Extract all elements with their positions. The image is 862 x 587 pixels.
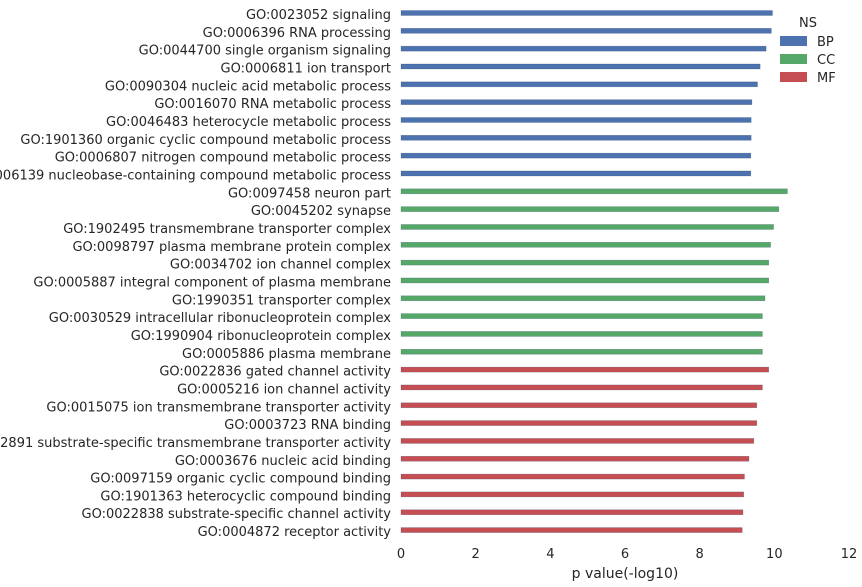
y-tick-label: GO:0022836 gated channel activity [159, 365, 391, 380]
bar [400, 206, 780, 212]
bar [400, 135, 752, 141]
y-tick-labels: GO:0023052 signaling GO:0006396 RNA proce… [0, 8, 391, 540]
y-tick-label: GO:0022838 substrate-specific channel ac… [82, 507, 392, 522]
y-tick-label: GO:0005886 plasma membrane [182, 347, 391, 362]
x-tick-label: 4 [546, 547, 554, 562]
y-tick-label: GO:0006811 ion transport [221, 61, 392, 76]
bar [400, 259, 770, 266]
x-tick-label: 2 [472, 547, 480, 562]
x-axis-label: p value(-log10) [572, 566, 679, 582]
bar [400, 348, 763, 355]
bar [400, 241, 771, 248]
y-tick-label: GO:0023052 signaling [246, 8, 391, 23]
bar [400, 99, 753, 105]
legend: NS BP CC MF [780, 16, 836, 86]
y-tick-label: GO:0006396 RNA processing [203, 26, 391, 41]
y-tick-label: GO:0005216 ion channel activity [177, 382, 391, 397]
bar [400, 527, 743, 533]
legend-title: NS [799, 16, 817, 31]
y-tick-label: GO:0098797 plasma membrane protein compl… [72, 240, 391, 255]
bar [400, 45, 767, 52]
bar [400, 331, 763, 337]
x-tick-label: 0 [397, 547, 405, 562]
bar [400, 152, 752, 159]
y-tick-label: GO:0004872 receptor activity [198, 525, 392, 540]
y-tick-label: GO:0006807 nitrogen compound metabolic p… [55, 151, 392, 166]
y-tick-label: GO:1990904 ribonucleoprotein complex [131, 329, 392, 344]
bar [400, 28, 772, 34]
legend-swatch [780, 72, 807, 82]
x-tick-label: 12 [841, 547, 858, 562]
y-tick-label: GO:0097159 organic cyclic compound bindi… [90, 472, 391, 487]
bar [400, 63, 761, 70]
y-tick-label: GO:0090304 nucleic acid metabolic proces… [105, 79, 391, 94]
y-tick-label: GO:1901363 heterocyclic compound binding [100, 489, 391, 504]
y-tick-label: GO:0030529 intracellular ribonucleoprote… [49, 311, 392, 326]
bar [400, 438, 755, 444]
y-tick-label: GO:1901360 organic cyclic compound metab… [20, 133, 391, 148]
x-tick-labels: 0 2 4 6 8 10 12 [397, 547, 857, 562]
bar [400, 313, 763, 319]
y-tick-label: GO:0034702 ion channel complex [170, 258, 391, 273]
y-tick-label: GO:0022891 substrate-specific transmembr… [0, 436, 391, 451]
legend-label: MF [817, 71, 836, 86]
bars [400, 10, 788, 533]
bar [400, 420, 758, 426]
bar [400, 170, 752, 177]
bar [400, 277, 770, 284]
bar [400, 224, 774, 230]
legend-entries: BP CC MF [780, 35, 836, 86]
bar [400, 81, 758, 88]
y-tick-label: GO:0003676 nucleic acid binding [175, 454, 391, 469]
bar [400, 491, 745, 498]
y-tick-label: GO:0044700 single organism signaling [139, 44, 391, 59]
y-tick-label: GO:0097458 neuron part [228, 186, 391, 201]
legend-swatch [780, 54, 807, 64]
bar [400, 384, 763, 391]
x-tick-label: 10 [766, 547, 783, 562]
y-tick-label: GO:0003723 RNA binding [224, 418, 391, 433]
x-tick-label: 6 [621, 547, 629, 562]
legend-label: BP [817, 35, 834, 50]
y-tick-label: GO:1990351 transporter complex [172, 293, 391, 308]
y-tick-label: GO:0005887 integral component of plasma … [33, 275, 391, 290]
bar [400, 295, 766, 302]
bar [400, 10, 773, 16]
bar [400, 366, 770, 373]
legend-label: CC [817, 53, 835, 68]
bar [400, 473, 745, 480]
bar [400, 455, 750, 462]
bar [400, 402, 758, 409]
bar [400, 117, 752, 123]
y-tick-label: GO:0016070 RNA metabolic process [154, 97, 391, 112]
bar [400, 188, 788, 195]
y-tick-label: GO:1902495 transmembrane transporter com… [63, 222, 391, 237]
y-tick-label: GO:0015075 ion transmembrane transporter… [46, 400, 391, 415]
y-tick-label: GO:0006139 nucleobase-containing compoun… [0, 168, 391, 183]
bar [400, 509, 744, 516]
y-tick-label: GO:0046483 heterocycle metabolic process [106, 115, 391, 130]
y-tick-label: GO:0045202 synapse [251, 204, 391, 219]
x-tick-label: 8 [696, 547, 704, 562]
legend-swatch [780, 36, 807, 46]
